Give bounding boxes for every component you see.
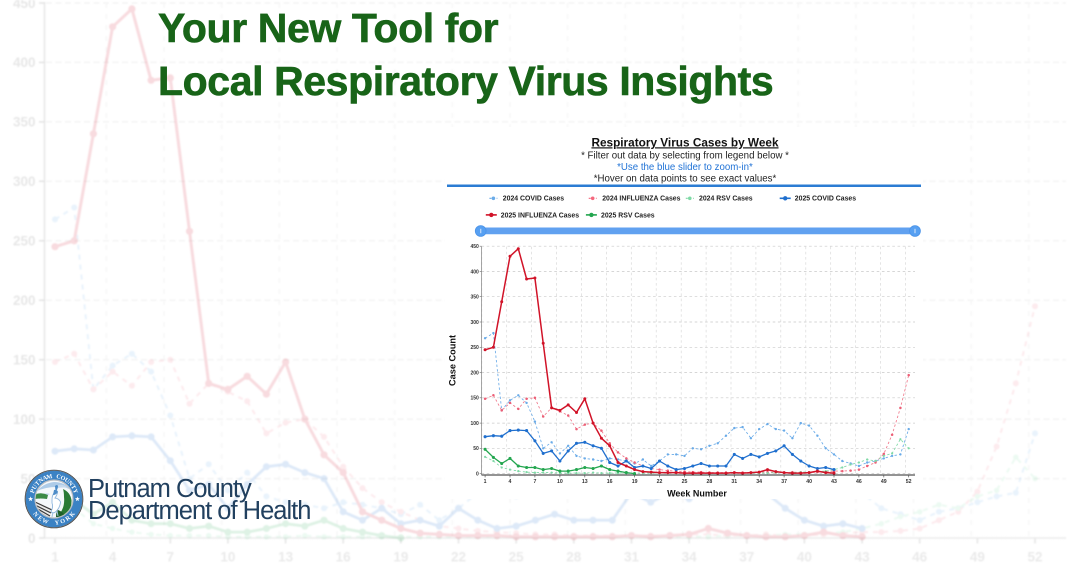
svg-text:300: 300 — [13, 174, 36, 189]
svg-text:28: 28 — [566, 550, 582, 565]
svg-text:450: 450 — [13, 0, 36, 11]
svg-text:400: 400 — [470, 269, 479, 275]
svg-text:37: 37 — [781, 479, 787, 485]
svg-text:100: 100 — [13, 412, 36, 427]
svg-text:Y: Y — [54, 519, 60, 527]
svg-text:200: 200 — [470, 370, 479, 376]
svg-text:U: U — [63, 477, 71, 486]
svg-text:A: A — [42, 474, 49, 482]
svg-text:46: 46 — [856, 479, 862, 485]
svg-text:1: 1 — [484, 479, 487, 485]
svg-text:7: 7 — [167, 550, 175, 565]
svg-text:N: N — [31, 511, 40, 519]
svg-text:100: 100 — [470, 421, 479, 427]
svg-text:52: 52 — [1027, 550, 1042, 565]
svg-text:25: 25 — [509, 550, 525, 565]
svg-text:2025 INFLUENZA Cases: 2025 INFLUENZA Cases — [501, 212, 579, 219]
svg-text:0: 0 — [476, 471, 479, 477]
svg-text:49: 49 — [881, 479, 887, 485]
svg-text:250: 250 — [470, 345, 479, 351]
svg-text:O: O — [59, 474, 66, 482]
svg-text:40: 40 — [806, 479, 812, 485]
svg-text:*Use the blue slider to zoom-i: *Use the blue slider to zoom-in* — [617, 162, 753, 173]
svg-text:22: 22 — [451, 550, 466, 565]
svg-text:Y: Y — [71, 488, 79, 495]
svg-text:400: 400 — [13, 55, 36, 70]
svg-text:16: 16 — [336, 550, 352, 565]
svg-text:K: K — [68, 510, 77, 518]
svg-text:2025 COVID Cases: 2025 COVID Cases — [795, 196, 856, 203]
svg-text:350: 350 — [13, 115, 36, 130]
svg-text:150: 150 — [470, 396, 479, 402]
svg-text:4: 4 — [109, 550, 117, 565]
svg-text:25: 25 — [682, 479, 688, 485]
svg-text:19: 19 — [393, 550, 408, 565]
svg-text:31: 31 — [624, 550, 640, 565]
svg-text:2024 INFLUENZA Cases: 2024 INFLUENZA Cases — [602, 196, 680, 203]
svg-text:2025 RSV Cases: 2025 RSV Cases — [601, 212, 655, 219]
svg-text:T: T — [69, 484, 78, 492]
svg-text:7: 7 — [533, 479, 536, 485]
svg-text:28: 28 — [707, 479, 713, 485]
svg-text:*Hover on data points to see e: *Hover on data points to see exact value… — [594, 174, 777, 185]
svg-text:R: R — [64, 514, 72, 523]
svg-text:34: 34 — [756, 479, 762, 485]
svg-text:50: 50 — [473, 446, 479, 452]
svg-text:13: 13 — [582, 479, 588, 485]
svg-text:2024 RSV Cases: 2024 RSV Cases — [699, 196, 753, 203]
svg-text:1: 1 — [51, 550, 59, 565]
svg-text:350: 350 — [470, 295, 479, 301]
svg-text:* Filter out data by selecting: * Filter out data by selecting from lege… — [581, 151, 789, 162]
svg-text:4: 4 — [509, 479, 512, 485]
svg-text:0: 0 — [28, 531, 36, 546]
svg-text:200: 200 — [13, 293, 36, 308]
svg-text:46: 46 — [912, 550, 928, 565]
svg-text:T: T — [34, 479, 43, 487]
svg-text:13: 13 — [278, 550, 294, 565]
svg-text:37: 37 — [739, 550, 754, 565]
svg-text:43: 43 — [855, 550, 871, 565]
svg-text:10: 10 — [557, 479, 563, 485]
svg-text:Case Count: Case Count — [447, 335, 457, 386]
svg-text:22: 22 — [657, 479, 663, 485]
svg-text:40: 40 — [797, 550, 812, 565]
svg-text:34: 34 — [682, 550, 698, 565]
svg-text:2024 COVID Cases: 2024 COVID Cases — [503, 196, 564, 203]
svg-text:19: 19 — [632, 479, 638, 485]
svg-text:W: W — [41, 517, 50, 526]
svg-text:150: 150 — [13, 353, 36, 368]
svg-text:52: 52 — [906, 479, 912, 485]
svg-text:43: 43 — [831, 479, 837, 485]
svg-text:Respiratory Virus Cases by Wee: Respiratory Virus Cases by Week — [591, 135, 779, 149]
svg-text:N: N — [66, 480, 75, 488]
svg-text:31: 31 — [731, 479, 737, 485]
svg-text:250: 250 — [13, 234, 36, 249]
svg-text:16: 16 — [607, 479, 613, 485]
svg-text:450: 450 — [470, 244, 479, 250]
svg-text:E: E — [36, 515, 43, 523]
svg-text:N: N — [37, 476, 45, 485]
svg-text:P: P — [29, 488, 37, 494]
svg-text:49: 49 — [970, 550, 985, 565]
svg-text:Week Number: Week Number — [667, 489, 727, 499]
svg-text:C: C — [56, 473, 62, 481]
svg-text:10: 10 — [220, 550, 235, 565]
svg-text:300: 300 — [470, 320, 479, 326]
svg-text:M: M — [46, 473, 53, 481]
svg-text:U: U — [31, 483, 40, 491]
svg-text:O: O — [59, 517, 66, 525]
